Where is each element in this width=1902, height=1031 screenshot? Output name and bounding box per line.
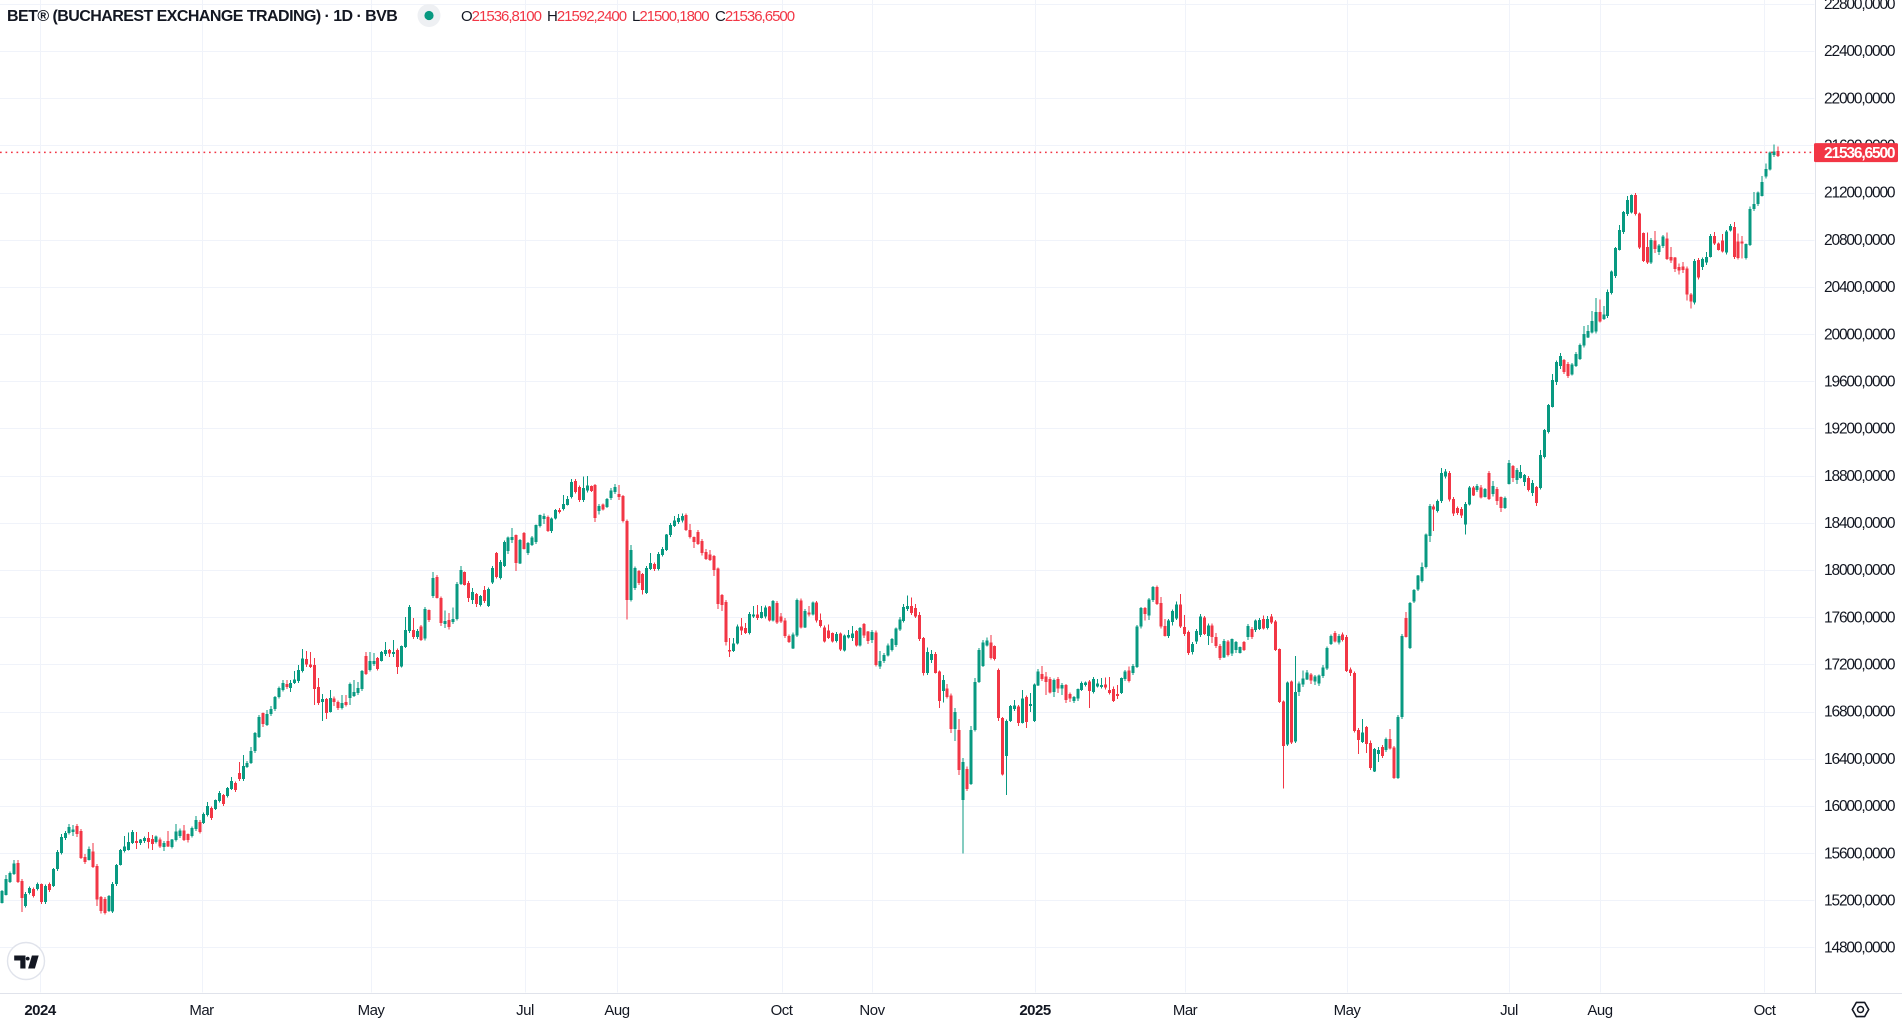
svg-text:Aug: Aug bbox=[1587, 1002, 1612, 1019]
svg-text:Jul: Jul bbox=[516, 1002, 534, 1019]
svg-text:21200,0000: 21200,0000 bbox=[1824, 185, 1896, 202]
svg-text:15200,0000: 15200,0000 bbox=[1824, 892, 1896, 909]
svg-text:16400,0000: 16400,0000 bbox=[1824, 751, 1896, 768]
svg-text:21536,6500: 21536,6500 bbox=[1824, 145, 1895, 162]
svg-text:19600,0000: 19600,0000 bbox=[1824, 374, 1896, 391]
svg-text:Oct: Oct bbox=[771, 1002, 794, 1019]
svg-text:14800,0000: 14800,0000 bbox=[1824, 940, 1896, 957]
svg-text:16800,0000: 16800,0000 bbox=[1824, 704, 1896, 721]
svg-text:C21536,6500: C21536,6500 bbox=[715, 8, 795, 25]
svg-text:L21500,1800: L21500,1800 bbox=[632, 8, 709, 25]
svg-text:Mar: Mar bbox=[189, 1002, 214, 1019]
svg-text:16000,0000: 16000,0000 bbox=[1824, 798, 1896, 815]
svg-text:O21536,8100: O21536,8100 bbox=[461, 8, 542, 25]
svg-text:18800,0000: 18800,0000 bbox=[1824, 468, 1896, 485]
svg-text:22000,0000: 22000,0000 bbox=[1824, 90, 1896, 107]
svg-text:May: May bbox=[358, 1002, 386, 1019]
svg-text:17200,0000: 17200,0000 bbox=[1824, 657, 1896, 674]
svg-text:20400,0000: 20400,0000 bbox=[1824, 279, 1896, 296]
svg-text:2024: 2024 bbox=[24, 1002, 57, 1019]
svg-text:H21592,2400: H21592,2400 bbox=[547, 8, 627, 25]
svg-text:22400,0000: 22400,0000 bbox=[1824, 43, 1896, 60]
svg-text:19200,0000: 19200,0000 bbox=[1824, 421, 1896, 438]
svg-text:17600,0000: 17600,0000 bbox=[1824, 609, 1896, 626]
svg-text:Mar: Mar bbox=[1173, 1002, 1198, 1019]
svg-text:18000,0000: 18000,0000 bbox=[1824, 562, 1896, 579]
svg-text:2025: 2025 bbox=[1019, 1002, 1051, 1019]
svg-text:Jul: Jul bbox=[1500, 1002, 1518, 1019]
svg-text:May: May bbox=[1334, 1002, 1362, 1019]
svg-text:20000,0000: 20000,0000 bbox=[1824, 326, 1896, 343]
svg-text:BET® (BUCHAREST EXCHANGE TRADI: BET® (BUCHAREST EXCHANGE TRADING) · 1D ·… bbox=[7, 8, 397, 25]
svg-text:Aug: Aug bbox=[604, 1002, 629, 1019]
svg-text:Nov: Nov bbox=[859, 1002, 885, 1019]
svg-text:15600,0000: 15600,0000 bbox=[1824, 845, 1896, 862]
svg-text:22800,0000: 22800,0000 bbox=[1824, 0, 1896, 13]
svg-text:20800,0000: 20800,0000 bbox=[1824, 232, 1896, 249]
svg-text:18400,0000: 18400,0000 bbox=[1824, 515, 1896, 532]
svg-text:Oct: Oct bbox=[1754, 1002, 1777, 1019]
